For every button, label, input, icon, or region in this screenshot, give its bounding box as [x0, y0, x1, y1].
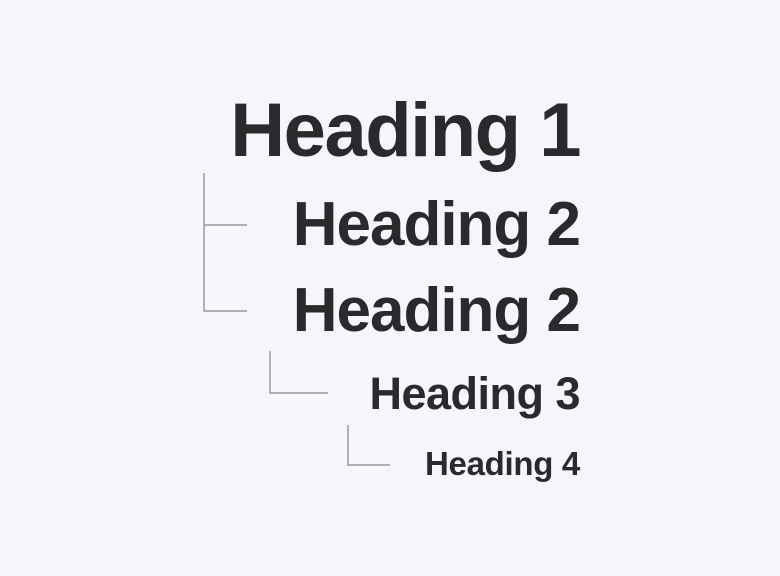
heading-2-first-label: Heading 2 [292, 190, 581, 259]
heading-3-label: Heading 3 [369, 368, 580, 419]
heading-4-label: Heading 4 [424, 445, 580, 482]
connector-h1-to-h2-second [203, 225, 247, 312]
heading-1-label: Heading 1 [230, 88, 581, 173]
connector-h3-to-h4 [347, 425, 390, 466]
heading-2-second-label: Heading 2 [292, 276, 581, 345]
connector-h2-to-h3 [269, 351, 328, 394]
connector-h1-to-h2-first [203, 173, 247, 226]
